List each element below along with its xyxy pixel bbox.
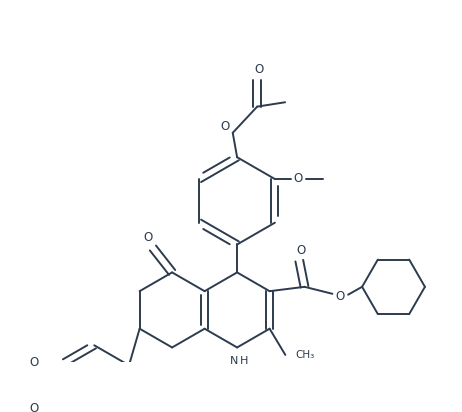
Text: O: O <box>294 172 303 185</box>
Text: N: N <box>230 356 238 366</box>
Text: O: O <box>254 63 263 77</box>
Text: O: O <box>297 243 306 257</box>
Text: CH₃: CH₃ <box>296 350 315 360</box>
Text: H: H <box>240 356 248 366</box>
Text: O: O <box>143 231 152 244</box>
Text: O: O <box>336 290 345 303</box>
Text: O: O <box>30 356 39 369</box>
Text: O: O <box>220 120 230 133</box>
Text: O: O <box>30 402 39 412</box>
